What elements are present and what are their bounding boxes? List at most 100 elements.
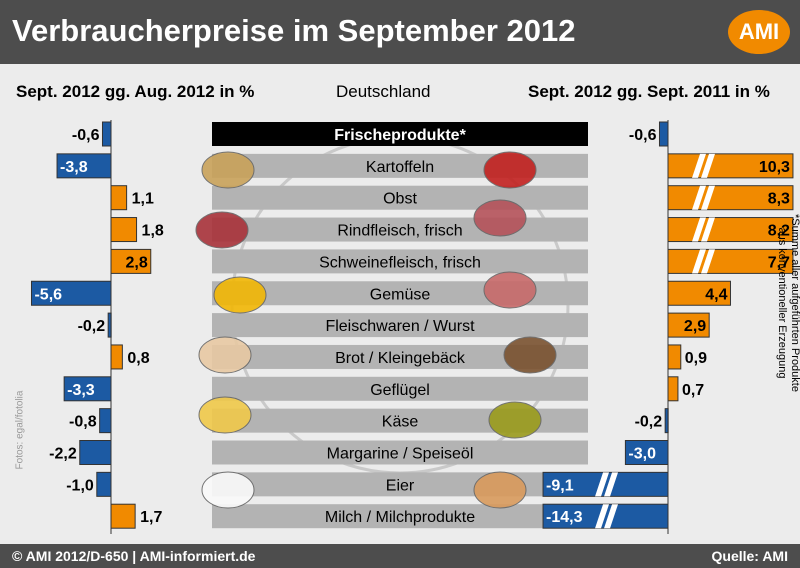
right-bar-label: -0,2	[635, 414, 663, 431]
right-bar-label: -3,0	[628, 446, 656, 463]
category-label: Fleischwaren / Wurst	[325, 318, 475, 335]
left-bar-label: 0,8	[127, 350, 149, 367]
left-bar	[79, 440, 112, 465]
axis-break-mark	[692, 217, 706, 242]
footnote-line-2: aus konventioneller Erzeugung	[776, 227, 788, 379]
category-row-bg	[212, 185, 588, 210]
axis-break-mark	[595, 504, 610, 529]
right-bar-label: -0,6	[629, 127, 657, 144]
right-bar	[667, 248, 794, 274]
category-label: Gemüse	[370, 286, 431, 303]
right-bar	[667, 217, 794, 243]
category-label: Schweinefleisch, frisch	[319, 254, 481, 271]
category-label: Milch / Milchprodukte	[325, 509, 475, 526]
left-bar	[30, 280, 112, 306]
category-label: Käse	[382, 414, 419, 431]
right-bar-label: 8,3	[768, 191, 790, 208]
category-label: Geflügel	[370, 382, 430, 399]
right-bar	[667, 344, 682, 370]
left-bar	[96, 471, 112, 497]
right-bar-label: -14,3	[546, 509, 583, 526]
category-header-bg	[212, 122, 588, 146]
oil-icon	[488, 401, 542, 439]
category-label: Kartoffeln	[366, 159, 434, 176]
right-bar	[624, 440, 669, 465]
pepper-icon	[213, 276, 267, 314]
footer-bar: © AMI 2012/D-650 | AMI-informiert.de Que…	[0, 544, 800, 568]
beef-icon	[195, 211, 249, 249]
category-label: Eier	[386, 477, 415, 494]
left-bar	[63, 376, 112, 402]
right-bar	[658, 121, 669, 147]
right-bar	[667, 376, 679, 402]
axis-break-mark	[701, 185, 715, 210]
left-bar-label: 1,8	[142, 223, 164, 240]
right-bar	[667, 280, 731, 306]
category-row-bg	[212, 504, 588, 529]
apple-icon	[483, 151, 537, 189]
left-chart-header: Sept. 2012 gg. Aug. 2012 in %	[16, 82, 255, 101]
axis-break-mark	[701, 249, 715, 274]
left-bar-label: -3,3	[67, 382, 95, 399]
category-row-bg	[212, 376, 588, 401]
title-bar: Verbraucherpreise im September 2012 AMI	[0, 0, 800, 64]
footnote: *Summe aller aufgeführten Produkte aus k…	[775, 214, 800, 392]
right-chart-header: Sept. 2012 gg. Sept. 2011 in %	[528, 82, 770, 101]
photo-credit: Fotos: egal/fotolia	[14, 390, 26, 470]
left-bar	[101, 121, 112, 147]
ami-logo: AMI	[728, 10, 790, 54]
logo-text: AMI	[738, 19, 780, 44]
category-label: Frischeprodukte*	[334, 127, 466, 144]
left-bar-label: 1,1	[132, 191, 154, 208]
right-bar	[667, 185, 794, 211]
axis-break-mark	[604, 472, 619, 497]
footnote-line-1: *Summe aller aufgeführten Produkte	[789, 214, 800, 392]
category-row-bg	[212, 313, 588, 338]
left-bar	[110, 344, 123, 370]
right-bar-label: -9,1	[546, 477, 574, 494]
axis-break-mark	[701, 153, 715, 178]
category-label: Obst	[383, 191, 417, 208]
left-bar-label: -2,2	[49, 446, 77, 463]
right-bar-label: 4,4	[705, 286, 727, 303]
right-bar-label: 0,7	[682, 382, 704, 399]
left-bar-label: -0,8	[69, 414, 97, 431]
category-label: Brot / Kleingebäck	[335, 350, 466, 367]
sausage-icon	[483, 271, 537, 309]
category-row-bg	[212, 249, 588, 274]
axis-break-mark	[604, 504, 619, 529]
axis-break-mark	[595, 472, 610, 497]
right-bar-label: 7,7	[768, 254, 790, 271]
left-bar-label: -5,6	[34, 286, 62, 303]
right-bar-label: 10,3	[759, 159, 790, 176]
bread-icon	[503, 336, 557, 374]
potato-icon	[201, 151, 255, 189]
left-bar-label: 1,7	[140, 509, 162, 526]
right-bar	[667, 153, 794, 179]
left-bar-label: -1,0	[66, 477, 94, 494]
right-bar-label: 0,9	[685, 350, 707, 367]
milk-icon	[201, 471, 255, 509]
category-row-bg	[212, 440, 588, 465]
left-bar-label: -0,2	[78, 318, 106, 335]
eggs-icon	[473, 471, 527, 509]
left-bar-label: -3,8	[60, 159, 88, 176]
left-bar	[110, 185, 128, 211]
chart-title: Verbraucherpreise im September 2012	[12, 13, 576, 48]
category-label: Margarine / Speiseöl	[327, 446, 474, 463]
footer-source: Quelle: AMI	[711, 548, 789, 564]
axis-break-mark	[692, 153, 706, 178]
chicken-icon	[198, 336, 252, 374]
axis-break-mark	[701, 217, 715, 242]
left-bar-label: -0,6	[72, 127, 100, 144]
category-label: Rindfleisch, frisch	[337, 223, 462, 240]
ham-icon	[473, 199, 527, 237]
left-bar	[110, 217, 138, 243]
left-bar	[56, 153, 112, 179]
axis-break-mark	[692, 249, 706, 274]
region-label: Deutschland	[336, 82, 431, 101]
footer-copyright: © AMI 2012/D-650 | AMI-informiert.de	[12, 548, 256, 564]
cheese-icon	[198, 396, 252, 434]
